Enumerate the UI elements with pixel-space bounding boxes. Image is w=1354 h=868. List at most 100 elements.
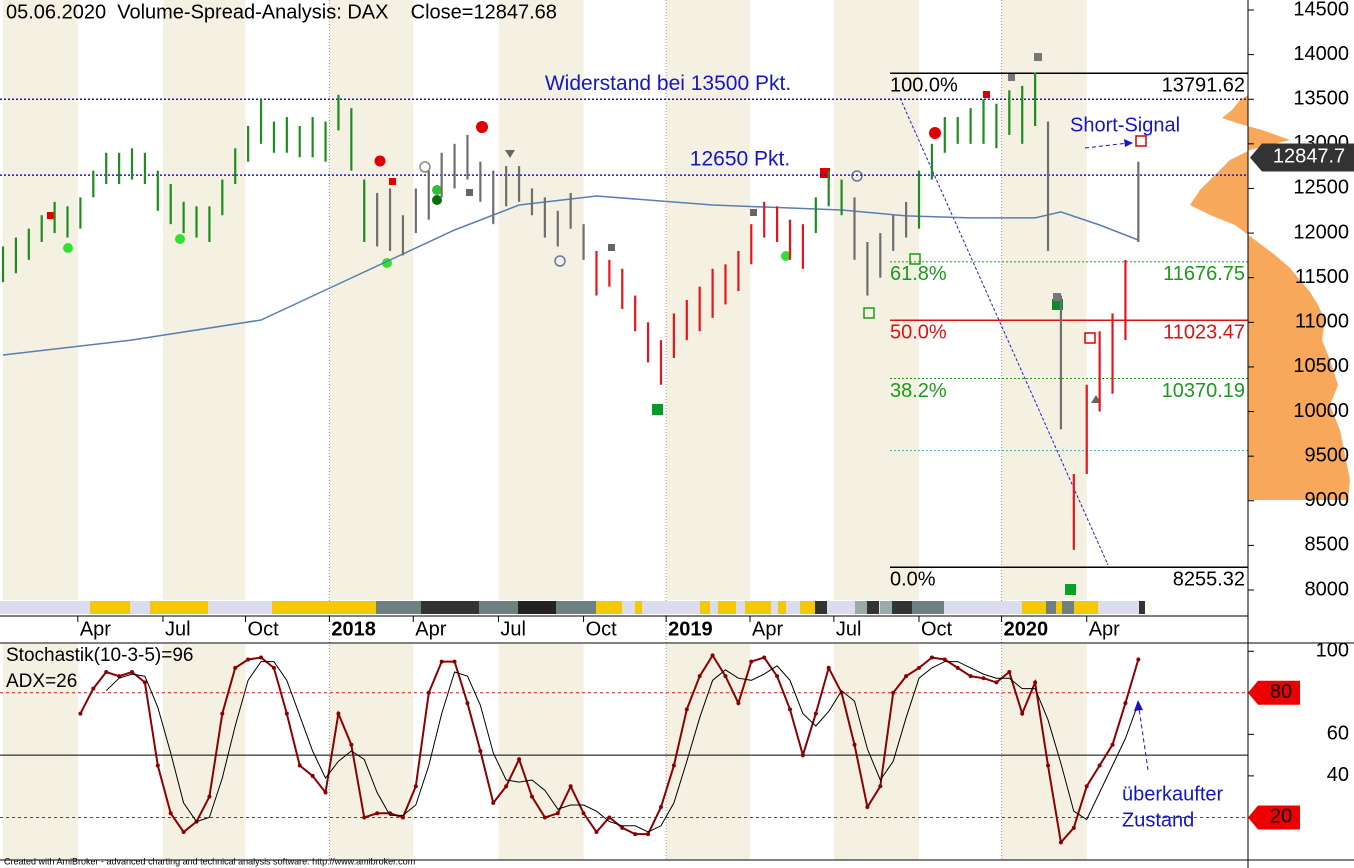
- y-tick-label: 100: [1316, 640, 1349, 662]
- indicator-point: [917, 665, 922, 670]
- x-tick-label: Oct: [586, 618, 618, 640]
- band: [833, 644, 920, 860]
- vsa-strip: [0, 601, 1145, 614]
- fib-value-label: 10370.19: [1162, 380, 1245, 402]
- indicator-point: [852, 742, 857, 747]
- annotation: überkaufter: [1122, 783, 1224, 805]
- band: [498, 644, 584, 860]
- indicator-point: [1084, 784, 1089, 789]
- indicator-point: [142, 680, 147, 685]
- fib-value-label: 13791.62: [1162, 74, 1245, 96]
- indicator-point: [968, 674, 973, 679]
- indicator-point: [826, 665, 831, 670]
- y-tick-label: 8000: [1305, 578, 1350, 600]
- indicator-point: [942, 657, 947, 662]
- indicator-point: [542, 815, 547, 820]
- level-box: [1248, 680, 1300, 705]
- indicator-point: [775, 674, 780, 679]
- signal-markers: [47, 53, 1147, 595]
- indicator-point: [787, 707, 792, 712]
- indicator-point: [671, 763, 676, 768]
- indicator-point: [646, 832, 651, 837]
- y-tick-label: 14500: [1293, 0, 1349, 20]
- fib-value-label: 8255.32: [1173, 568, 1245, 590]
- annotation-arrow: [1084, 142, 1129, 149]
- indicator-point: [426, 690, 431, 695]
- indicator-point: [452, 659, 457, 664]
- indicator-point: [271, 665, 276, 670]
- band: [833, 0, 920, 600]
- indicator-point: [710, 653, 715, 658]
- indicator-point: [929, 655, 934, 660]
- indicator-point: [994, 680, 999, 685]
- band: [666, 644, 750, 860]
- indicator-point: [878, 784, 883, 789]
- indicator-point: [336, 711, 341, 716]
- indicator-point: [78, 711, 83, 716]
- band: [329, 644, 414, 860]
- x-tick-label: Apr: [415, 618, 446, 640]
- indicator-point: [155, 763, 160, 768]
- indicator-point: [865, 805, 870, 810]
- y-tick-label: 60: [1327, 723, 1349, 745]
- indicator-point: [697, 674, 702, 679]
- y-tick-label: 9500: [1305, 444, 1350, 466]
- fib-level-label: 100.0%: [890, 74, 958, 96]
- indicator-line: [105, 661, 1139, 833]
- y-tick-label: 10500: [1293, 355, 1349, 377]
- last-price-box: [1250, 143, 1354, 172]
- x-tick-label: 2020: [1004, 618, 1049, 640]
- fib-level-label: 0.0%: [890, 568, 936, 590]
- indicator-point: [1071, 825, 1076, 830]
- indicator-point: [981, 676, 986, 681]
- indicator-point: [413, 784, 418, 789]
- y-tick-label: 14000: [1293, 43, 1349, 65]
- indicator-point: [517, 757, 522, 762]
- x-tick-label: Oct: [921, 618, 953, 640]
- indicator-point: [594, 829, 599, 834]
- y-tick-label: 9000: [1305, 489, 1350, 511]
- y-tick-label: 11500: [1295, 266, 1349, 288]
- indicator-point: [736, 701, 741, 706]
- indicator-point: [104, 670, 109, 675]
- indicator-point: [117, 674, 122, 679]
- fib-level-label: 38.2%: [890, 380, 947, 402]
- indicator-point: [529, 794, 534, 799]
- annotation: Zustand: [1122, 809, 1194, 831]
- indicator-point: [684, 707, 689, 712]
- band: [1001, 644, 1087, 860]
- indicator-point: [400, 815, 405, 820]
- indicator-subtitle: ADX=26: [6, 671, 77, 692]
- indicator-point: [555, 811, 560, 816]
- x-tick-label: Oct: [248, 618, 280, 640]
- indicator-point: [1020, 711, 1025, 716]
- y-tick-label: 12000: [1293, 221, 1349, 243]
- fib-value-label: 11676.75: [1163, 263, 1245, 285]
- indicator-point: [491, 800, 496, 805]
- indicator-point: [478, 748, 483, 753]
- last-price-label: 12847.7: [1273, 146, 1345, 168]
- level-box: [1248, 805, 1300, 830]
- indicator-point: [91, 686, 96, 691]
- fib-value-label: 11023.47: [1163, 321, 1245, 343]
- indicator-point: [181, 829, 186, 834]
- band: [666, 0, 750, 600]
- indicator-point: [904, 674, 909, 679]
- level-label: 20: [1270, 806, 1292, 828]
- indicator-point: [813, 711, 818, 716]
- indicator-point: [749, 659, 754, 664]
- indicator-point: [1097, 763, 1102, 768]
- x-tick-label: Apr: [752, 618, 783, 640]
- indicator-point: [284, 711, 289, 716]
- band: [329, 0, 414, 600]
- volume-profile: [1190, 95, 1350, 500]
- y-tick-label: 12500: [1293, 177, 1349, 199]
- indicator-point: [504, 784, 509, 789]
- indicator-point: [233, 665, 238, 670]
- indicator-point: [375, 811, 380, 816]
- indicator-point: [362, 815, 367, 820]
- indicator-point: [620, 825, 625, 830]
- band: [3, 0, 78, 600]
- indicator-point: [1046, 763, 1051, 768]
